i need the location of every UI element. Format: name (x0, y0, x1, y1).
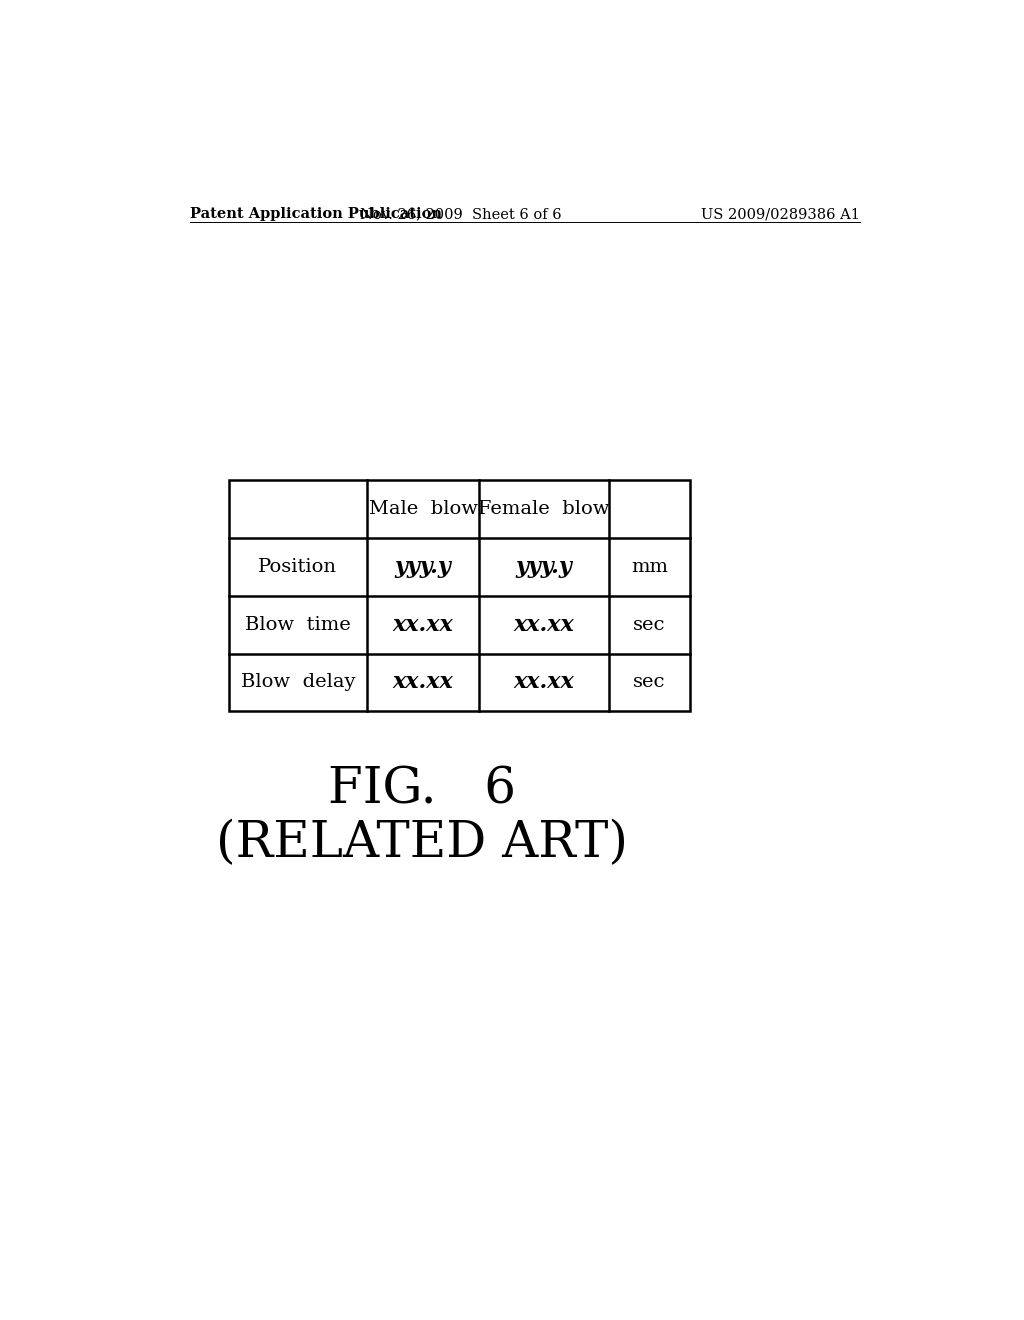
Text: (RELATED ART): (RELATED ART) (216, 818, 628, 869)
Text: Male  blow: Male blow (369, 500, 477, 519)
Text: Blow  delay: Blow delay (241, 673, 355, 692)
Text: Position: Position (258, 558, 338, 576)
Text: mm: mm (631, 558, 668, 576)
Text: Patent Application Publication: Patent Application Publication (189, 207, 442, 222)
Text: sec: sec (633, 673, 666, 692)
Text: Female  blow: Female blow (478, 500, 610, 519)
Text: yyy.y: yyy.y (394, 556, 452, 578)
Text: Nov. 26, 2009  Sheet 6 of 6: Nov. 26, 2009 Sheet 6 of 6 (360, 207, 562, 222)
Text: US 2009/0289386 A1: US 2009/0289386 A1 (700, 207, 860, 222)
Text: FIG.   6: FIG. 6 (328, 766, 516, 814)
Text: xx.xx: xx.xx (514, 614, 574, 636)
Bar (228, 480, 690, 711)
Text: xx.xx: xx.xx (514, 672, 574, 693)
Text: sec: sec (633, 615, 666, 634)
Text: xx.xx: xx.xx (393, 614, 454, 636)
Text: xx.xx: xx.xx (393, 672, 454, 693)
Text: Blow  time: Blow time (245, 615, 351, 634)
Text: yyy.y: yyy.y (516, 556, 572, 578)
